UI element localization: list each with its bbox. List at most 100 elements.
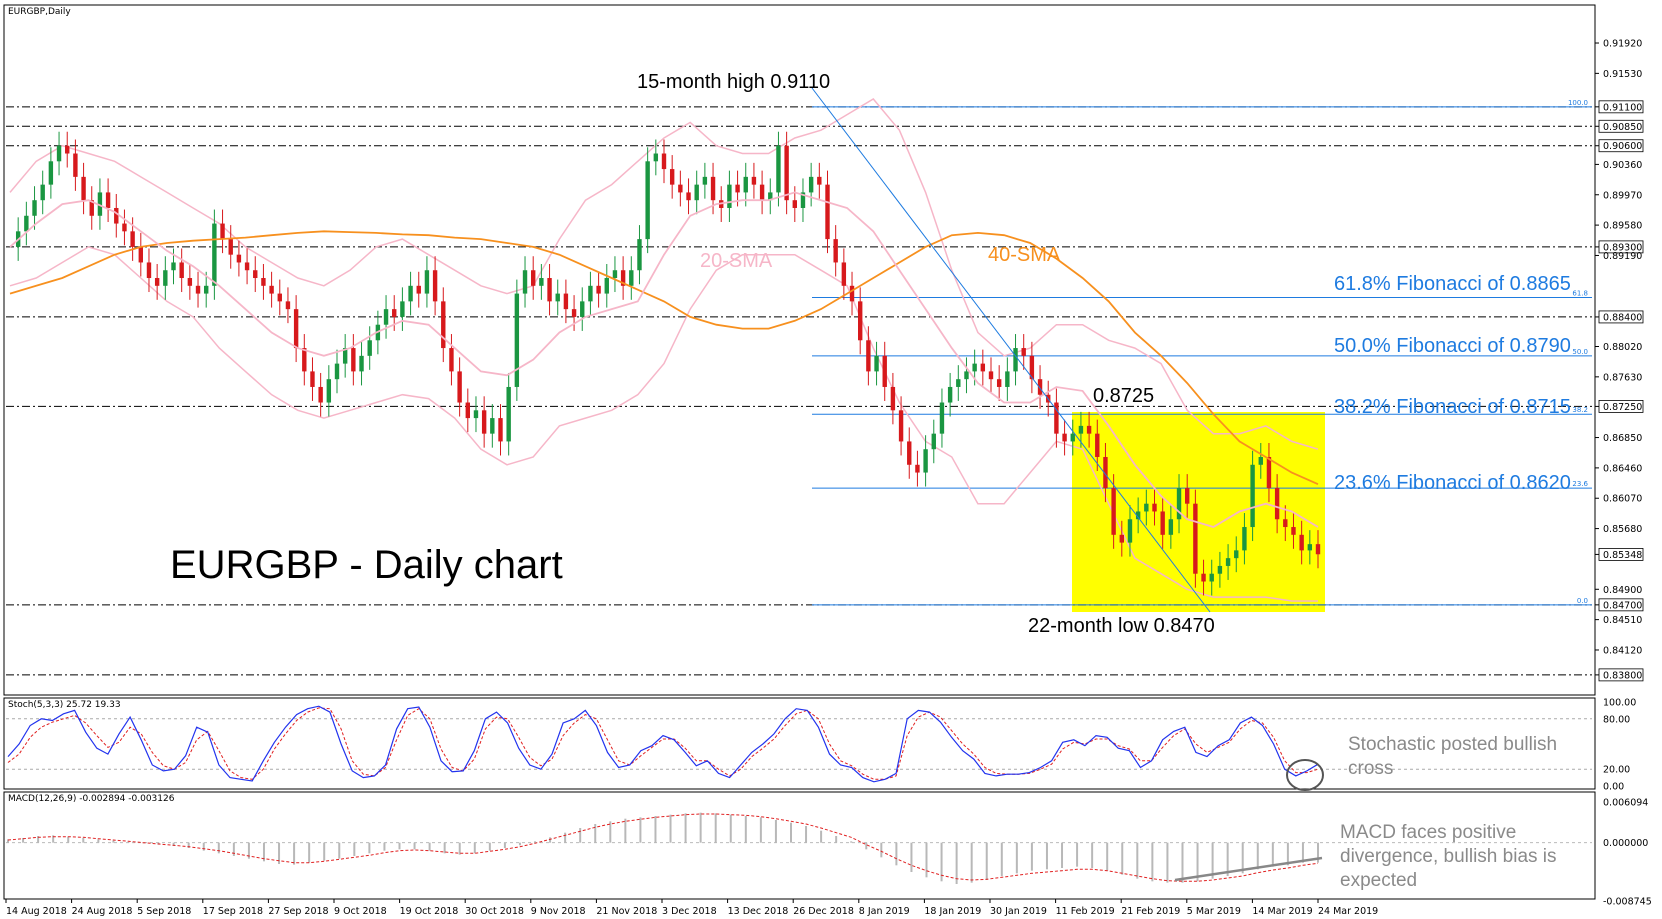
- candle-body: [97, 192, 103, 216]
- date-tick-label: 9 Oct 2018: [334, 906, 387, 917]
- candle-body: [988, 371, 994, 380]
- candle-body: [580, 301, 585, 317]
- candle-body: [531, 270, 536, 286]
- candle-body: [563, 293, 569, 310]
- candle-body: [1258, 456, 1263, 465]
- candle-body: [473, 410, 479, 419]
- candle-body: [923, 449, 928, 473]
- candle-body: [686, 192, 691, 201]
- candle-body: [808, 176, 814, 193]
- bollinger-lower-line: [9, 246, 1318, 602]
- price-tick-label: 0.86070: [1603, 494, 1642, 505]
- candlesticks: [15, 131, 1321, 596]
- candle-body: [1193, 503, 1198, 574]
- price-tick-label: 0.84700: [1603, 600, 1642, 611]
- candle-body: [138, 246, 143, 263]
- high-annotation: 15-month high 0.9110: [637, 71, 830, 93]
- stochastic-lines: [6, 705, 1592, 783]
- candle-body: [1185, 488, 1190, 504]
- candle-body: [1086, 425, 1092, 434]
- candle-body: [890, 386, 896, 411]
- stochastic-title: Stoch(5,3,3) 25.72 19.33: [8, 700, 121, 710]
- candle-body: [792, 200, 797, 208]
- price-tick-label: 0.84510: [1603, 615, 1642, 626]
- candle-body: [481, 410, 487, 434]
- price-tick-label: 0.86460: [1603, 463, 1642, 474]
- price-pane-frame: [3, 4, 1596, 696]
- stoch-tick-label: 100.00: [1603, 698, 1636, 709]
- candle-body: [866, 340, 871, 372]
- candle-body: [490, 418, 495, 434]
- macd-lines: [6, 812, 1592, 884]
- candle-body: [907, 441, 912, 465]
- candle-body: [367, 340, 372, 356]
- candle-body: [522, 270, 528, 294]
- price-tick-label: 0.91530: [1603, 69, 1642, 80]
- date-tick-label: 8 Jan 2019: [859, 906, 910, 917]
- bollinger-upper-line: [9, 98, 1319, 450]
- consolidation-highlight-box: [1072, 412, 1325, 612]
- candle-body: [122, 223, 127, 232]
- candle-body: [514, 293, 520, 387]
- candle-body: [154, 278, 160, 286]
- candle-body: [40, 184, 45, 201]
- candle-body: [1217, 565, 1223, 574]
- fib-ratio-label: 61.8: [1572, 289, 1588, 297]
- candle-body: [56, 145, 62, 162]
- candle-body: [1315, 544, 1321, 555]
- chart-title: EURGBP - Daily chart: [170, 543, 563, 587]
- fib-ratio-label: 100.0: [1568, 99, 1588, 107]
- candle-body: [1274, 488, 1280, 520]
- macd-title: MACD(12,26,9) -0.002894 -0.003126: [8, 794, 175, 804]
- candle-body: [555, 293, 560, 302]
- candle-body: [620, 270, 626, 286]
- candle-body: [547, 278, 552, 302]
- macd-note-line2: divergence, bullish bias is: [1340, 846, 1557, 867]
- macd-note-line1: MACD faces positive: [1340, 822, 1516, 843]
- candle-body: [179, 262, 184, 279]
- price-tick-label: 0.90850: [1603, 122, 1642, 133]
- candle-body: [1095, 433, 1100, 457]
- candle-body: [400, 301, 405, 317]
- candle-body: [1135, 511, 1141, 520]
- candle-body: [261, 278, 266, 286]
- date-tick-label: 11 Feb 2019: [1056, 906, 1115, 917]
- candle-body: [653, 153, 659, 162]
- candle-body: [825, 184, 830, 240]
- candle-body: [1127, 519, 1133, 543]
- date-tick-label: 13 Dec 2018: [728, 906, 789, 917]
- moving-averages: [9, 191, 1319, 528]
- candle-body: [1144, 503, 1149, 512]
- candle-body: [980, 363, 986, 372]
- candle-body: [204, 285, 209, 294]
- candle-body: [1005, 371, 1010, 387]
- stoch-tick-label: 20.00: [1603, 765, 1630, 776]
- date-tick-label: 9 Nov 2018: [531, 906, 586, 917]
- candle-body: [105, 192, 111, 208]
- price-tick-label: 0.87250: [1603, 402, 1642, 413]
- candle-body: [1119, 534, 1124, 543]
- date-tick-label: 3 Dec 2018: [662, 906, 717, 917]
- date-tick-label: 14 Mar 2019: [1252, 906, 1312, 917]
- candle-body: [212, 223, 217, 286]
- candle-body: [849, 285, 855, 302]
- candle-body: [956, 379, 961, 387]
- candle-body: [392, 309, 397, 317]
- price-tick-label: 0.90600: [1603, 141, 1642, 152]
- candle-body: [645, 161, 650, 240]
- sma40-label: 40-SMA: [988, 244, 1061, 266]
- date-tick-label: 5 Sep 2018: [137, 906, 191, 917]
- stochastic-pane-frame: [3, 697, 1596, 790]
- candle-body: [351, 348, 356, 372]
- date-tick-label: 27 Sep 2018: [268, 906, 328, 917]
- price-axis: 0.91920 0.91530 0.91100 0.90850 0.90600 0.903…: [1595, 39, 1652, 907]
- macd-tick-label: -0.008745: [1603, 896, 1652, 907]
- candle-body: [416, 285, 421, 294]
- candle-body: [588, 285, 593, 302]
- macd-tick-label: 0.000000: [1603, 838, 1648, 849]
- candle-body: [1037, 379, 1043, 395]
- candle-body: [1078, 425, 1084, 434]
- candle-body: [571, 309, 577, 317]
- candle-body: [424, 270, 430, 294]
